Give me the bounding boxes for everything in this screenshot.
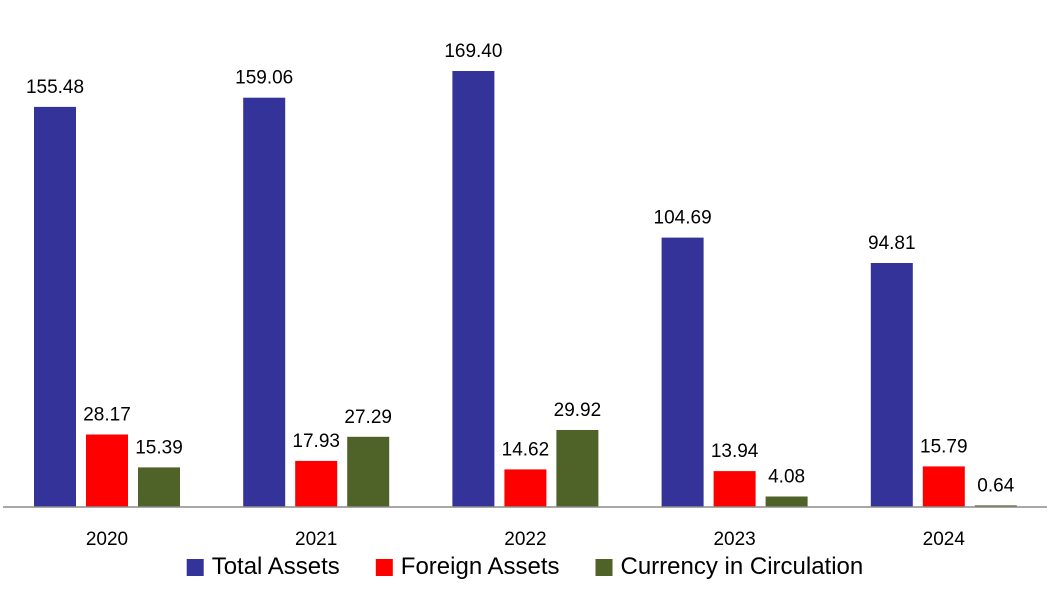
bar-foreign-assets-2022 <box>504 469 547 507</box>
bar-foreign-assets-2023 <box>713 471 756 507</box>
bar-total-assets-2022 <box>452 71 495 507</box>
x-tick-label-2020: 2020 <box>86 529 128 550</box>
x-tick-label-2023: 2023 <box>713 529 755 550</box>
x-tick-label-2021: 2021 <box>295 529 337 550</box>
data-label-total-assets-2020: 155.48 <box>26 77 84 98</box>
legend-swatch-foreign-assets <box>375 559 393 576</box>
bar-currency-in-circulation-2021 <box>347 436 390 507</box>
data-label-total-assets-2023: 104.69 <box>654 208 712 229</box>
bar-foreign-assets-2020 <box>86 434 128 507</box>
data-label-currency-in-circulation-2023: 4.08 <box>768 467 805 488</box>
bar-total-assets-2023 <box>661 237 704 507</box>
x-axis-ticks: 2020 2021 2022 2023 2024 <box>86 529 966 550</box>
data-label-foreign-assets-2024: 15.79 <box>920 436 968 457</box>
data-label-foreign-assets-2020: 28.17 <box>83 405 131 426</box>
data-label-currency-in-circulation-2024: 0.64 <box>977 475 1014 496</box>
data-label-total-assets-2022: 169.40 <box>444 41 502 62</box>
bar-currency-in-circulation-2020 <box>138 467 180 507</box>
bar-currency-in-circulation-2024 <box>974 505 1017 507</box>
legend: Total Assets Foreign Assets Currency in Ci… <box>186 553 864 580</box>
data-label-total-assets-2024: 94.81 <box>868 233 916 254</box>
bar-currency-in-circulation-2022 <box>556 430 599 507</box>
data-label-foreign-assets-2021: 17.93 <box>292 431 340 452</box>
data-label-currency-in-circulation-2022: 29.92 <box>554 400 602 421</box>
legend-label-foreign-assets: Foreign Assets <box>401 553 560 580</box>
data-label-currency-in-circulation-2020: 15.39 <box>135 437 183 458</box>
x-tick-label-2024: 2024 <box>923 529 966 550</box>
bar-foreign-assets-2021 <box>295 460 338 507</box>
data-label-total-assets-2021: 159.06 <box>235 68 293 89</box>
legend-label-total-assets: Total Assets <box>212 553 340 580</box>
bar-total-assets-2024 <box>870 263 913 507</box>
bar-total-assets-2020 <box>34 106 76 508</box>
bar-total-assets-2021 <box>243 97 286 507</box>
data-label-currency-in-circulation-2021: 27.29 <box>344 407 392 428</box>
legend-label-currency-in-circulation: Currency in Circulation <box>621 553 864 580</box>
bar-currency-in-circulation-2023 <box>765 496 808 507</box>
data-label-foreign-assets-2022: 14.62 <box>502 439 550 460</box>
legend-swatch-currency-in-circulation <box>595 559 613 576</box>
bar-foreign-assets-2024 <box>922 466 965 507</box>
data-label-foreign-assets-2023: 13.94 <box>711 441 759 462</box>
x-tick-label-2022: 2022 <box>504 529 546 550</box>
legend-swatch-total-assets <box>186 559 204 576</box>
